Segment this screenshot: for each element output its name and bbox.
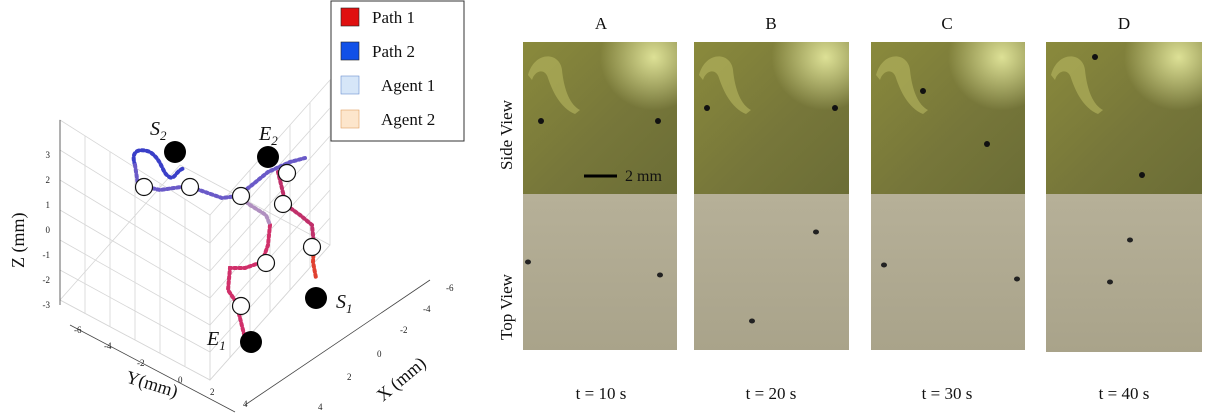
start-1-label: S1 [336,291,353,316]
z-tick-label: 1 [46,200,51,210]
z-tick-label: -3 [43,300,51,310]
plot-grid [59,78,331,382]
agent-position-marker [231,296,251,316]
side-view-row-label: Side View [497,99,516,170]
column-letter-c: C [941,14,952,33]
top-view-photo-c [871,194,1025,350]
z-tick-label: 3 [46,150,51,160]
agent-position-marker [180,177,200,197]
y-tick-label: -2 [137,358,145,368]
legend-label-agent-2: Agent 2 [381,110,435,129]
top-view-row-label: Top View [497,273,516,340]
x-tick-label: 4 [318,402,323,412]
x-tick-label: 0 [377,349,382,359]
column-letter-b: B [765,14,776,33]
end-2-marker [257,146,279,168]
time-label-b: t = 20 s [746,384,797,403]
legend-swatch-agent-2 [340,109,360,129]
z-tick-label: 0 [46,225,51,235]
legend: Path 1 Path 2 Agent 1 Agent 2 [330,0,465,142]
photo-grid: Side View Top View A B C D 2 mm t = 10 s [497,14,1202,403]
agent-position-marker [134,177,154,197]
column-letter-d: D [1118,14,1130,33]
panel-a: 2 mm t = 10 s [523,42,677,403]
panel-b: t = 20 s [694,42,849,403]
x-tick-label: -6 [446,283,454,293]
z-axis-label: Z (mm) [8,213,29,269]
trajectory-3d-plot: 3 2 1 0 -1 -2 -3 -6 -4 -2 0 2 4 4 2 0 -2… [8,0,465,413]
path-1-segment [276,170,316,247]
end-2-label: E2 [258,123,278,148]
legend-label-path-2: Path 2 [372,42,415,61]
start-end-markers: S2 E2 S1 E1 [150,118,353,353]
agent-position-marker [231,186,251,206]
x-tick-labels: 4 2 0 -2 -4 -6 [318,283,454,412]
z-tick-label: 2 [46,175,51,185]
legend-swatch-agent-1 [340,75,360,95]
x-tick-label: -4 [423,304,431,314]
agent-positions [134,163,322,316]
z-tick-label: -1 [43,250,51,260]
agent-position-marker [277,163,297,183]
path-1-segment [225,223,272,344]
y-tick-label: -4 [104,341,112,351]
panel-c: t = 30 s [871,42,1025,403]
agent-position-marker [273,194,293,214]
end-1-marker [240,331,262,353]
time-label-d: t = 40 s [1099,384,1150,403]
top-view-photo-d [1046,194,1202,352]
x-tick-label: -2 [400,325,408,335]
path-2-segment [131,148,187,180]
panel-d: t = 40 s [1046,42,1202,403]
start-1-marker [305,287,327,309]
start-2-label: S2 [150,118,167,143]
y-tick-label: 0 [178,375,183,385]
top-view-photo-a [523,194,677,350]
legend-label-path-1: Path 1 [372,8,415,27]
z-tick-label: -2 [43,275,51,285]
legend-label-agent-1: Agent 1 [381,76,435,95]
scale-bar-label: 2 mm [625,168,662,185]
y-axis-line [69,324,236,413]
y-tick-label: 4 [243,399,248,409]
x-axis-line [244,279,431,406]
agent-position-marker [256,253,276,273]
z-tick-labels: 3 2 1 0 -1 -2 -3 [43,150,51,310]
legend-swatch-path-2 [340,41,360,61]
y-tick-labels: -6 -4 -2 0 2 4 [74,325,248,409]
column-letter-a: A [595,14,608,33]
x-axis-label: X (mm) [373,353,431,406]
start-2-marker [164,141,186,163]
y-tick-label: 2 [210,387,215,397]
top-view-photo-b [694,194,849,350]
end-1-label: E1 [206,328,226,353]
legend-swatch-path-1 [340,7,360,27]
y-axis-label: Y(mm) [124,367,181,403]
time-label-c: t = 30 s [922,384,973,403]
time-label-a: t = 10 s [576,384,627,403]
x-tick-label: 2 [347,372,352,382]
agent-position-marker [302,237,322,257]
y-tick-label: -6 [74,325,82,335]
